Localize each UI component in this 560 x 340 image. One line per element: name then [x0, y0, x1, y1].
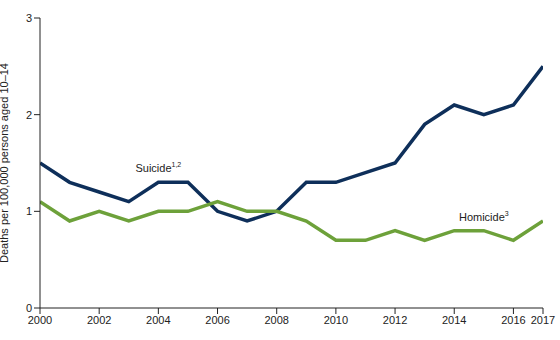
svg-text:2017: 2017 [531, 314, 552, 326]
svg-text:2006: 2006 [205, 314, 229, 326]
svg-text:2: 2 [26, 109, 32, 121]
svg-text:2004: 2004 [146, 314, 170, 326]
svg-text:Suicide1,2: Suicide1,2 [135, 161, 181, 174]
svg-text:2014: 2014 [442, 314, 466, 326]
svg-text:0: 0 [26, 302, 32, 314]
svg-text:Deaths per 100,000 persons age: Deaths per 100,000 persons aged 10–14 [8, 63, 10, 263]
svg-text:2000: 2000 [28, 314, 52, 326]
svg-text:1: 1 [26, 205, 32, 217]
svg-text:Homicide3: Homicide3 [459, 210, 509, 223]
svg-text:3: 3 [26, 12, 32, 24]
svg-text:2010: 2010 [324, 314, 348, 326]
svg-text:2002: 2002 [87, 314, 111, 326]
svg-text:2016: 2016 [501, 314, 525, 326]
svg-text:2012: 2012 [383, 314, 407, 326]
svg-text:2008: 2008 [264, 314, 288, 326]
